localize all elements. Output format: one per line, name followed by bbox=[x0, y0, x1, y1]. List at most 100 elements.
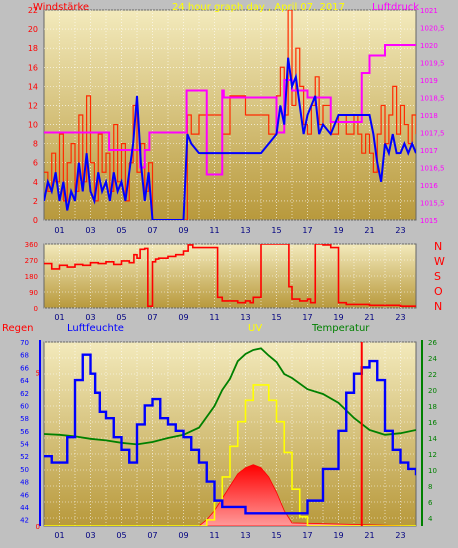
direction-tick-label: 0 bbox=[34, 305, 38, 313]
hour-label: 15 bbox=[271, 531, 281, 540]
pressure-tick-label: 1016,5 bbox=[420, 165, 445, 173]
humidity-tick-label: 70 bbox=[20, 339, 29, 347]
hour-label: 23 bbox=[395, 313, 405, 322]
temperature-tick-label: 26 bbox=[428, 339, 437, 347]
temperature-tick-label: 8 bbox=[428, 483, 432, 491]
hour-label: 13 bbox=[240, 531, 250, 540]
hour-label: 19 bbox=[333, 531, 343, 540]
temperature-tick-label: 24 bbox=[428, 355, 437, 363]
hour-label: 13 bbox=[240, 313, 250, 322]
hour-label: 05 bbox=[116, 531, 126, 540]
humidity-tick-label: 42 bbox=[20, 517, 29, 525]
temperature-tick-label: 22 bbox=[428, 371, 437, 379]
hour-label: 07 bbox=[147, 531, 157, 540]
pressure-tick-label: 1020 bbox=[420, 42, 438, 50]
temperature-tick-label: 14 bbox=[428, 435, 437, 443]
pressure-axis-title: Luftdruck bbox=[372, 2, 419, 13]
pressure-tick-label: 1021 bbox=[420, 7, 438, 15]
pressure-tick-label: 1017 bbox=[420, 147, 438, 155]
wind-tick-label: 14 bbox=[28, 82, 38, 91]
pressure-tick-label: 1015,5 bbox=[420, 200, 445, 208]
compass-label: N bbox=[434, 240, 442, 253]
pressure-tick-label: 1016 bbox=[420, 182, 438, 190]
humidity-tick-label: 56 bbox=[20, 428, 29, 436]
hour-label: 01 bbox=[54, 531, 64, 540]
hour-label: 07 bbox=[147, 226, 157, 235]
humidity-tick-label: 54 bbox=[20, 441, 29, 449]
hour-label: 19 bbox=[333, 226, 343, 235]
wind-tick-label: 20 bbox=[28, 25, 38, 34]
pressure-tick-label: 1017,5 bbox=[420, 130, 445, 138]
pressure-tick-label: 1015 bbox=[420, 217, 438, 225]
temperature-tick-label: 18 bbox=[428, 403, 437, 411]
humidity-tick-label: 66 bbox=[20, 364, 29, 372]
hour-label: 23 bbox=[395, 226, 405, 235]
wind-tick-label: 6 bbox=[33, 159, 38, 168]
humidity-tick-label: 52 bbox=[20, 453, 29, 461]
temperature-axis-title: Temperatur bbox=[311, 323, 370, 334]
humidity-tick-label: 46 bbox=[20, 491, 29, 499]
climate-series bbox=[44, 342, 416, 526]
wind-average-line bbox=[44, 57, 416, 220]
pressure-line bbox=[44, 44, 416, 176]
temperature-tick-label: 12 bbox=[428, 451, 437, 459]
hour-label: 21 bbox=[364, 531, 374, 540]
compass-label: W bbox=[434, 255, 445, 268]
uv-line bbox=[44, 384, 416, 526]
humidity-tick-label: 48 bbox=[20, 479, 29, 487]
hour-label: 09 bbox=[178, 313, 188, 322]
wind-gust-line bbox=[44, 10, 416, 220]
direction-tick-label: 180 bbox=[25, 273, 38, 281]
hour-label: 23 bbox=[395, 531, 405, 540]
temperature-tick-label: 6 bbox=[428, 499, 433, 507]
wind-tick-label: 0 bbox=[33, 216, 38, 225]
hour-label: 11 bbox=[209, 531, 219, 540]
humidity-tick-label: 64 bbox=[20, 377, 29, 385]
temperature-tick-label: 10 bbox=[428, 467, 437, 475]
hour-label: 09 bbox=[178, 226, 188, 235]
wind-pressure-series bbox=[44, 10, 416, 220]
uv-axis-title: UV bbox=[248, 323, 262, 334]
hour-label: 07 bbox=[147, 313, 157, 322]
compass-label: O bbox=[434, 285, 443, 298]
wind-direction-line bbox=[44, 244, 416, 308]
wind-tick-label: 18 bbox=[28, 44, 38, 53]
direction-tick-label: 270 bbox=[25, 257, 38, 265]
humidity-line bbox=[44, 353, 416, 515]
pressure-tick-label: 1018 bbox=[420, 112, 438, 120]
hour-label: 05 bbox=[116, 313, 126, 322]
temperature-tick-label: 16 bbox=[428, 419, 437, 427]
hour-label: 17 bbox=[302, 313, 312, 322]
direction-tick-label: 90 bbox=[29, 289, 38, 297]
wind-tick-label: 16 bbox=[28, 63, 38, 72]
hour-axis-labels: 01 03 05 07 09 11 13 15 17 19 21 23 01 03 05 07 09 11 13 15… bbox=[54, 226, 405, 540]
hour-label: 01 bbox=[54, 313, 64, 322]
pressure-tick-label: 1018,5 bbox=[420, 95, 445, 103]
hour-label: 13 bbox=[240, 226, 250, 235]
hour-label: 09 bbox=[178, 531, 188, 540]
pressure-tick-label: 1019,5 bbox=[420, 60, 445, 68]
wind-direction-series bbox=[44, 244, 416, 308]
rain-tick-label: 0 bbox=[36, 523, 40, 531]
hour-label: 03 bbox=[85, 531, 95, 540]
hour-label: 15 bbox=[271, 226, 281, 235]
compass-label: S bbox=[434, 270, 441, 283]
axis-tick-labels: 024681012141618202210151015,510161016,51… bbox=[20, 6, 445, 531]
hour-label: 21 bbox=[364, 313, 374, 322]
temperature-line bbox=[44, 347, 416, 446]
hour-label: 01 bbox=[54, 226, 64, 235]
humidity-tick-label: 68 bbox=[20, 352, 29, 360]
humidity-tick-label: 50 bbox=[20, 466, 29, 474]
pressure-tick-label: 1019 bbox=[420, 77, 438, 85]
pressure-tick-label: 1020,5 bbox=[420, 25, 445, 33]
wind-tick-label: 10 bbox=[28, 121, 38, 130]
wind-tick-label: 4 bbox=[33, 178, 38, 187]
hour-label: 03 bbox=[85, 313, 95, 322]
humidity-tick-label: 44 bbox=[20, 504, 29, 512]
wind-tick-label: 12 bbox=[28, 101, 38, 110]
temperature-tick-label: 4 bbox=[428, 515, 433, 523]
direction-tick-label: 360 bbox=[25, 241, 38, 249]
wind-tick-label: 22 bbox=[28, 6, 38, 15]
